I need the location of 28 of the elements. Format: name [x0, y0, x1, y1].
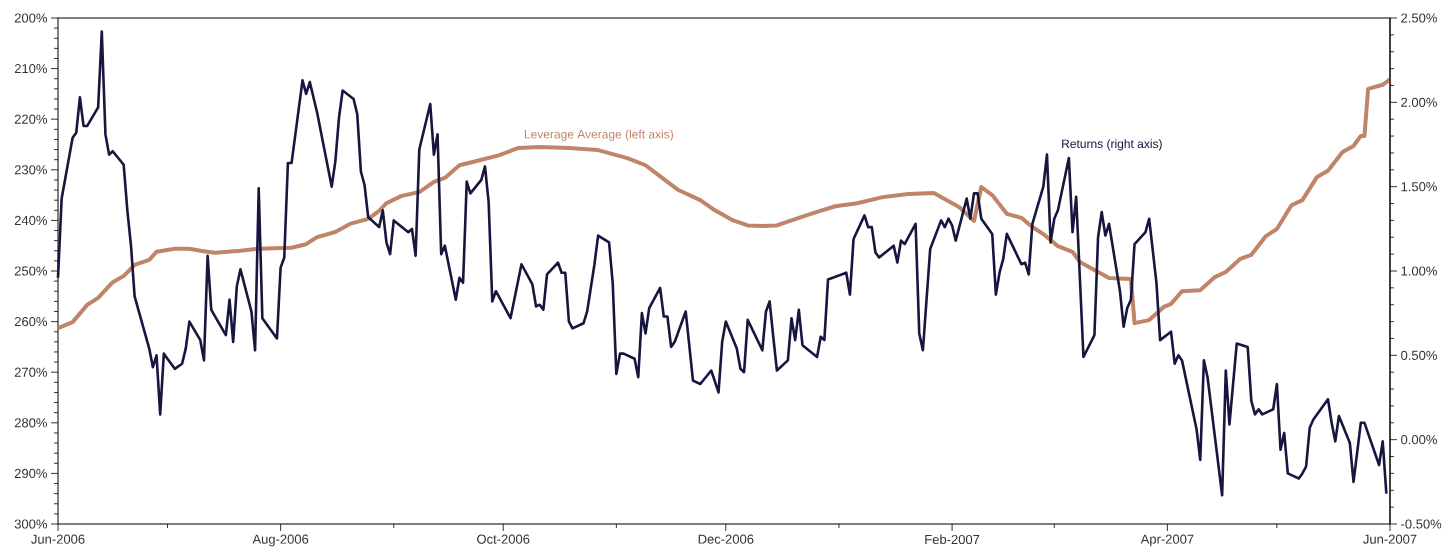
x-tick-label: Dec-2006	[698, 534, 754, 544]
y2-tick-label: -0.50%	[1401, 519, 1442, 529]
y2-tick-label: 0.50%	[1401, 350, 1437, 360]
y-tick-label: 300%	[14, 519, 48, 529]
y-tick-label: 290%	[14, 468, 48, 479]
x-tick-label: Aug-2006	[252, 534, 309, 547]
x-tick-label: Apr-2007	[1140, 534, 1194, 547]
x-tick-label: Oct-2006	[477, 534, 530, 544]
y2-tick-label: 1.50%	[1401, 182, 1437, 192]
y-tick-label: 230%	[14, 165, 48, 175]
y-tick-label: 210%	[14, 64, 48, 74]
x-tick-label: Feb-2007	[925, 534, 980, 545]
y2-tick-label: 2.00%	[1401, 97, 1437, 107]
y-tick-label: 200%	[14, 13, 48, 23]
y-tick-label: 240%	[14, 215, 48, 225]
y-tick-label: 280%	[14, 418, 48, 428]
x-tick-label: Jun-2007	[1363, 534, 1417, 544]
y2-tick-label: 2.50%	[1401, 13, 1437, 23]
series-label: Returns (right axis)	[1062, 139, 1162, 151]
y-tick-label: 260%	[14, 317, 48, 327]
series-label: Leverage Average (left axis)	[524, 129, 673, 141]
y-tick-label: 270%	[14, 367, 48, 377]
y2-tick-label: 1.00%	[1401, 266, 1437, 276]
line-series	[56, 30, 1388, 497]
x-tick-label: Jun-2006	[31, 534, 85, 544]
y-tick-label: 220%	[14, 114, 48, 124]
y-tick-label: 250%	[14, 266, 48, 276]
y2-tick-label: 0.00%	[1401, 435, 1437, 445]
